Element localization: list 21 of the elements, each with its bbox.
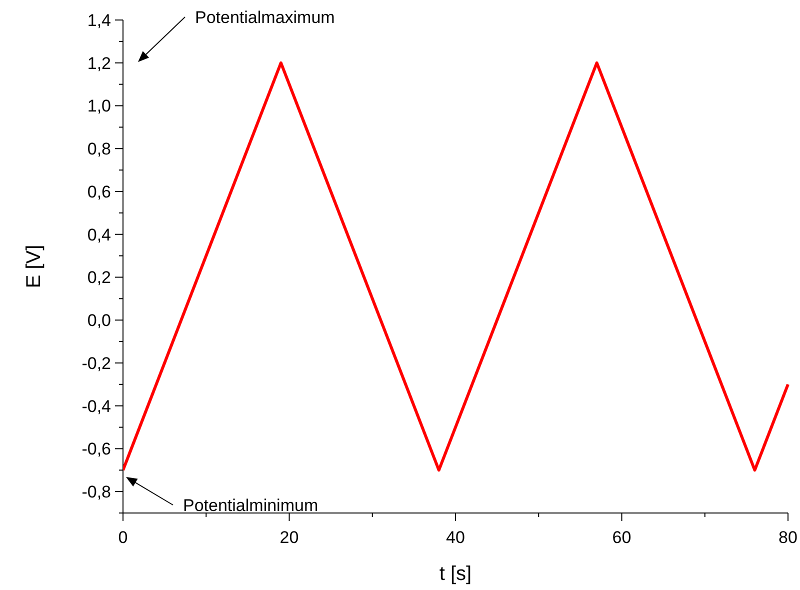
y-tick-label: 0,4	[87, 225, 111, 244]
y-tick-label: 1,0	[87, 96, 111, 116]
y-tick-label: 1,4	[87, 10, 111, 30]
y-tick-label: -0,6	[82, 440, 111, 459]
y-tick-label: -0,8	[82, 482, 111, 502]
x-tick-label: 0	[118, 528, 128, 547]
x-tick-label: 80	[778, 528, 798, 547]
y-tick-label: 1,2	[87, 54, 111, 73]
y-tick-label: 0,0	[87, 311, 111, 330]
y-tick-label: 0,2	[87, 268, 111, 288]
x-axis-title: t [s]	[439, 563, 472, 585]
x-tick-label: 40	[446, 528, 465, 547]
y-tick-label: 0,8	[87, 140, 111, 159]
y-tick-label: -0,4	[82, 396, 111, 416]
y-axis-title: E [V]	[23, 244, 45, 288]
annotation: Potentialminimum	[183, 496, 318, 515]
x-tick-label: 60	[612, 528, 632, 547]
annotation: Potentialmaximum	[195, 8, 335, 27]
y-tick-label: 0,6	[87, 182, 111, 202]
y-tick-label: -0,2	[82, 354, 111, 373]
x-tick-label: 20	[280, 528, 299, 547]
